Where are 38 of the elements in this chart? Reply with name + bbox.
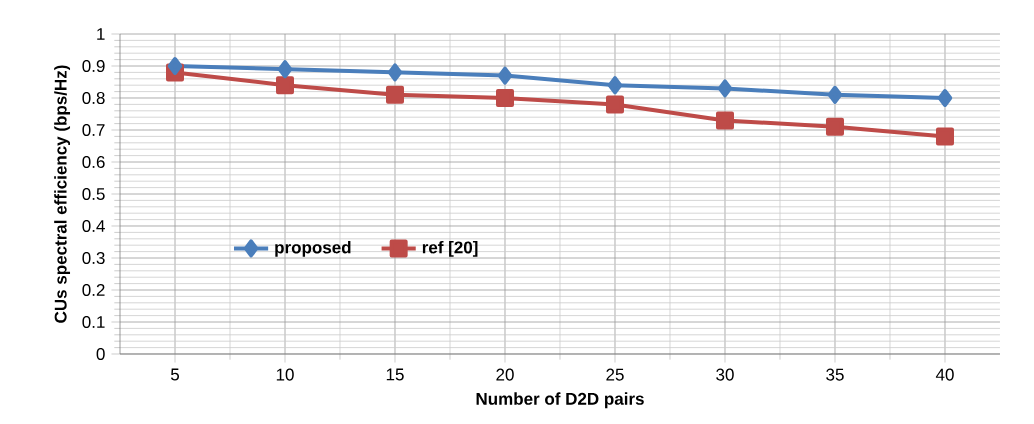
point: [276, 76, 294, 95]
x-tick-label: 40: [935, 368, 954, 381]
point: [937, 89, 953, 107]
y-tick-label: 0: [96, 348, 105, 361]
y-axis-title: CUs spectral efficiency (bps/Hz): [54, 65, 71, 323]
y-tick-label: 0.8: [82, 92, 105, 105]
x-tick-label: 25: [606, 368, 624, 381]
point: [387, 63, 403, 82]
x-tick-label: 5: [170, 368, 180, 381]
x-tick-label: 35: [826, 368, 844, 381]
x-tick-label: 30: [716, 368, 734, 381]
y-tick-label: 0.5: [82, 188, 105, 201]
point: [715, 111, 734, 130]
point: [825, 117, 844, 136]
y-tick-label: 0.3: [82, 252, 105, 265]
point: [386, 85, 404, 104]
y-tick-label: 0.2: [82, 284, 105, 297]
x-axis-title: Number of D2D pairs: [476, 392, 644, 409]
point: [606, 95, 624, 114]
point: [277, 60, 293, 79]
point: [935, 127, 954, 146]
legend-label: proposed: [275, 240, 351, 257]
y-tick-label: 0.7: [82, 124, 105, 137]
legend-label: ref [20]: [422, 240, 478, 257]
y-tick-label: 0.4: [82, 220, 105, 233]
point: [607, 76, 623, 95]
point: [717, 79, 733, 98]
y-tick-label: 1: [97, 28, 105, 40]
x-tick-label: 10: [276, 368, 294, 381]
point: [496, 89, 514, 107]
y-tick-label: 0.9: [82, 60, 105, 73]
y-tick-label: 0.1: [82, 316, 105, 329]
point: [167, 57, 183, 75]
x-tick-label: 15: [386, 368, 404, 381]
point: [497, 66, 513, 85]
y-tick-label: 0.6: [82, 156, 105, 169]
x-tick-label: 20: [496, 368, 514, 381]
point: [827, 85, 843, 104]
